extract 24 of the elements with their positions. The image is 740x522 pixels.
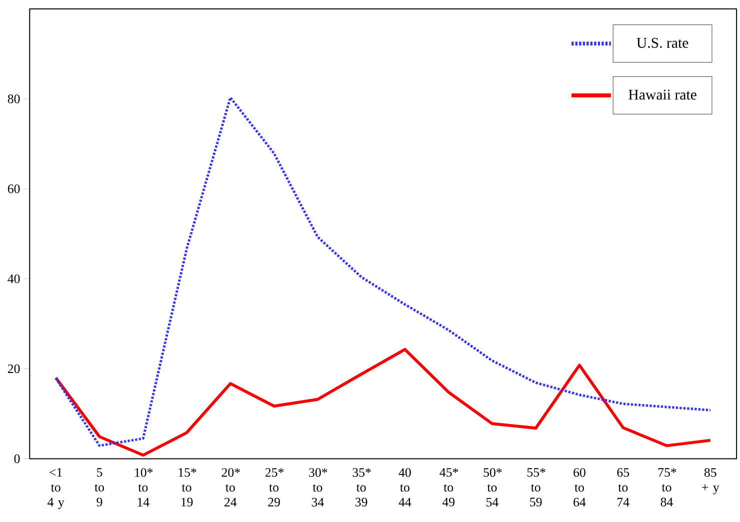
x-tick-label: 40 to 44 [398,468,412,506]
x-tick-label: <1 to 4 y [48,468,64,510]
y-tick-label: 40 [8,274,20,284]
line-series [54,348,712,457]
x-tick-label: 25* to 29 [265,468,284,506]
x-tick-label: 85 + y [702,468,720,494]
x-tick-label: 15* to 19 [178,468,196,506]
legend-label: U.S. rate [636,38,688,48]
x-tick-label: 55* to 59 [527,468,546,506]
x-tick-label: 35* to 39 [352,468,371,506]
y-tick-label: 20 [8,364,20,374]
x-tick-label: 60 to 64 [574,468,586,506]
x-tick-label: 30* to 34 [309,468,328,506]
y-tick-label: 80 [8,94,20,104]
x-tick-label: 45* to 49 [440,468,458,506]
x-tick-label: 50* to 54 [484,468,502,506]
x-tick-label: 65 to 74 [617,468,630,506]
y-tick-label: 0 [14,454,20,464]
x-tick-label: 20* to 24 [222,468,240,506]
y-tick-label: 60 [8,184,20,194]
x-tick-label: 75* to 84 [658,468,676,506]
legend-label: Hawaii rate [628,90,696,100]
x-tick-label: 5 to 9 [94,468,104,506]
x-tick-label: 10* to 14 [135,468,153,506]
